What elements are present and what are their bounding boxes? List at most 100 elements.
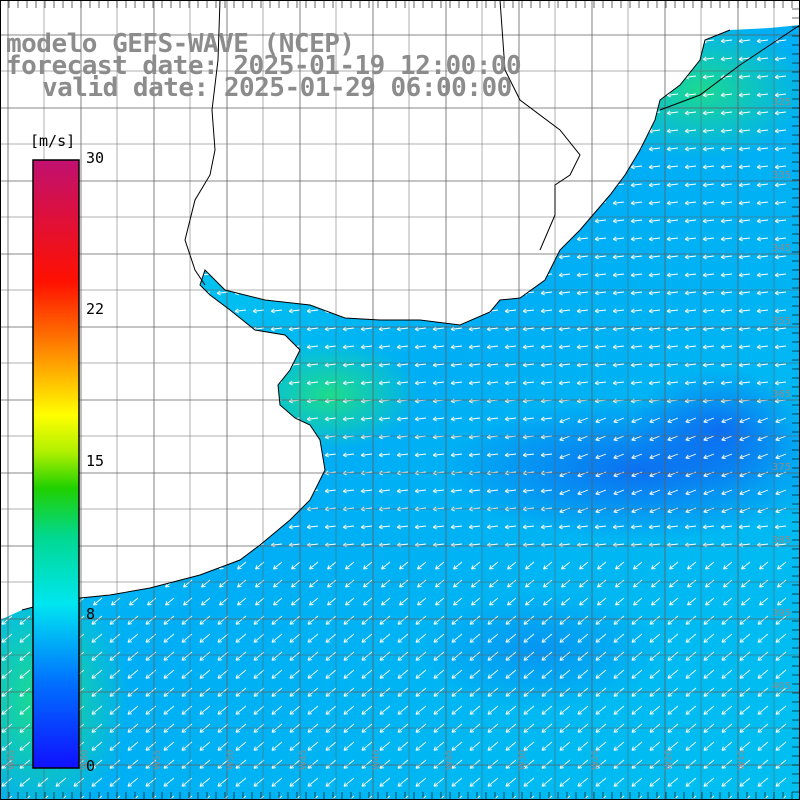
wind-arrow	[685, 453, 697, 460]
wind-arrow	[702, 524, 715, 530]
wind-arrow	[630, 218, 643, 224]
wind-arrow	[504, 362, 517, 368]
wind-arrow	[306, 380, 319, 386]
wind-arrow	[631, 435, 643, 442]
wind-arrow	[666, 182, 679, 188]
wind-arrow	[576, 272, 589, 278]
wind-arrow	[597, 561, 607, 570]
wind-arrow	[345, 561, 355, 570]
wind-arrow	[469, 615, 481, 625]
wind-arrow	[777, 597, 787, 606]
wind-arrow	[111, 597, 121, 606]
wind-arrow	[666, 218, 679, 224]
wind-arrow	[739, 435, 751, 442]
wind-arrow	[612, 236, 625, 242]
wind-arrow	[720, 182, 733, 188]
wind-arrow	[685, 489, 697, 496]
wind-arrow	[378, 488, 391, 494]
wind-arrow	[774, 218, 787, 224]
wind-arrow	[738, 254, 751, 260]
wind-arrow	[381, 597, 391, 606]
wind-arrow	[738, 56, 751, 62]
wind-arrow	[738, 92, 751, 98]
wind-arrow	[613, 615, 625, 625]
wind-arrow	[504, 416, 517, 422]
wind-arrow	[684, 128, 697, 134]
wind-arrow	[396, 362, 409, 368]
wind-arrow	[270, 308, 283, 314]
wind-arrow	[705, 579, 715, 588]
wind-arrow	[360, 380, 373, 386]
wind-arrow	[631, 489, 643, 496]
wind-arrow	[363, 561, 373, 570]
wind-arrow	[666, 254, 679, 260]
wind-arrow	[756, 308, 769, 314]
wind-arrow	[702, 92, 715, 98]
wind-arrow	[19, 615, 31, 625]
wind-arrow	[756, 290, 769, 296]
wind-arrow	[579, 579, 589, 588]
wind-arrow	[757, 489, 769, 496]
wind-arrow	[543, 579, 553, 588]
wind-arrow	[685, 417, 697, 424]
wind-arrow	[183, 597, 193, 606]
wind-arrow	[471, 597, 481, 606]
wind-arrow	[649, 507, 661, 514]
wind-arrow	[774, 254, 787, 260]
wind-arrow	[630, 254, 643, 260]
wind-arrow	[648, 218, 661, 224]
wind-arrow	[684, 362, 697, 368]
wind-arrow	[576, 380, 589, 386]
wind-arrow	[507, 597, 517, 606]
wind-arrow	[325, 615, 337, 625]
wind-arrow	[306, 524, 319, 530]
wind-arrow	[432, 452, 445, 458]
wind-arrow	[468, 452, 481, 458]
wind-arrow	[631, 615, 643, 625]
wind-arrow	[309, 561, 319, 570]
wind-arrow	[756, 38, 769, 44]
wind-arrow	[543, 597, 553, 606]
wind-arrow	[739, 453, 751, 460]
longitude-label: W45	[299, 750, 309, 770]
wind-arrow	[721, 489, 733, 496]
wind-arrow	[253, 615, 265, 625]
wind-arrow	[684, 344, 697, 350]
wind-arrow	[667, 507, 679, 514]
wind-arrow	[649, 489, 661, 496]
wind-arrow	[649, 435, 661, 442]
wind-arrow	[217, 615, 229, 625]
wind-arrow	[684, 308, 697, 314]
wind-arrow	[432, 380, 445, 386]
wind-arrow	[471, 579, 481, 588]
wind-arrow	[577, 453, 589, 460]
wind-arrow	[525, 597, 535, 606]
wind-arrow	[219, 597, 229, 606]
title-valid-date: valid date: 2025-01-29 06:00:00	[42, 73, 512, 103]
wind-arrow	[648, 290, 661, 296]
wind-arrow	[523, 615, 535, 625]
wind-arrow	[774, 200, 787, 206]
wind-arrow	[468, 380, 481, 386]
wind-arrow	[468, 488, 481, 494]
wind-arrow	[486, 524, 499, 530]
wind-arrow	[777, 579, 787, 588]
wind-arrow	[720, 290, 733, 296]
wind-arrow	[576, 308, 589, 314]
wind-arrow	[720, 146, 733, 152]
wind-arrow	[543, 561, 553, 570]
wind-arrow	[651, 561, 661, 570]
wind-arrow	[432, 416, 445, 422]
wind-arrow	[721, 435, 733, 442]
wind-arrow	[738, 524, 751, 530]
wind-arrow	[739, 489, 751, 496]
wind-arrow	[612, 362, 625, 368]
wind-arrow	[396, 416, 409, 422]
wind-arrow	[669, 597, 679, 606]
wind-arrow	[343, 615, 355, 625]
wind-arrow	[432, 362, 445, 368]
wind-arrow	[631, 417, 643, 424]
wind-arrow	[595, 489, 607, 496]
wind-arrow	[651, 597, 661, 606]
wind-arrow	[702, 218, 715, 224]
